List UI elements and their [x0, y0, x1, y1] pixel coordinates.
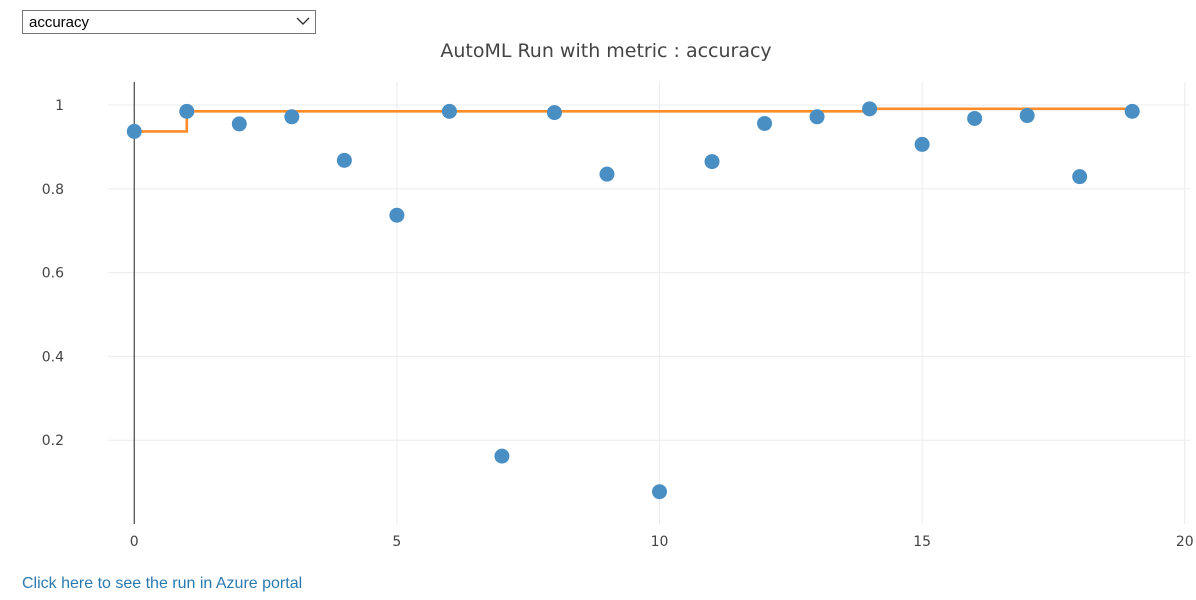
data-point [126, 123, 142, 139]
best-metric-line [134, 107, 1133, 133]
y-tick-label: 0.8 [42, 182, 64, 198]
data-point [179, 103, 195, 119]
best-line-layer [134, 107, 1133, 133]
data-point [914, 136, 930, 152]
data-point [599, 166, 615, 182]
data-point [809, 109, 825, 125]
x-tick-label: 20 [1176, 534, 1194, 550]
chevron-down-icon [296, 17, 310, 25]
data-point [231, 116, 247, 132]
grid-layer [108, 82, 1190, 524]
azure-portal-link[interactable]: Click here to see the run in Azure porta… [22, 575, 303, 592]
data-point [336, 152, 352, 168]
y-tick-label: 0.6 [42, 266, 64, 282]
chart-title: AutoML Run with metric : accuracy [440, 40, 771, 62]
y-tick-label: 0.2 [42, 433, 64, 449]
data-point [967, 110, 983, 126]
data-point [652, 484, 668, 500]
x-tick-label: 15 [913, 534, 931, 550]
data-point [546, 105, 562, 121]
data-point [494, 448, 510, 464]
y-tick-label: 1 [55, 98, 64, 114]
data-point [441, 103, 457, 119]
y-tick-label: 0.4 [42, 349, 64, 365]
data-point [284, 109, 300, 125]
data-point [757, 115, 773, 131]
x-tick-label: 0 [130, 534, 139, 550]
x-tick-label: 10 [651, 534, 669, 550]
metric-dropdown-value: accuracy [29, 14, 90, 31]
data-point [862, 101, 878, 117]
data-point [1019, 108, 1035, 124]
x-tick-label: 5 [392, 534, 401, 550]
tick-label-layer: 0.20.40.60.810 5 10 15 20 [42, 98, 1194, 550]
data-point [389, 207, 405, 223]
data-point [1124, 103, 1140, 119]
points-layer [126, 101, 1140, 500]
metric-dropdown[interactable]: accuracy [22, 10, 316, 34]
data-point [704, 154, 720, 170]
data-point [1072, 169, 1088, 185]
